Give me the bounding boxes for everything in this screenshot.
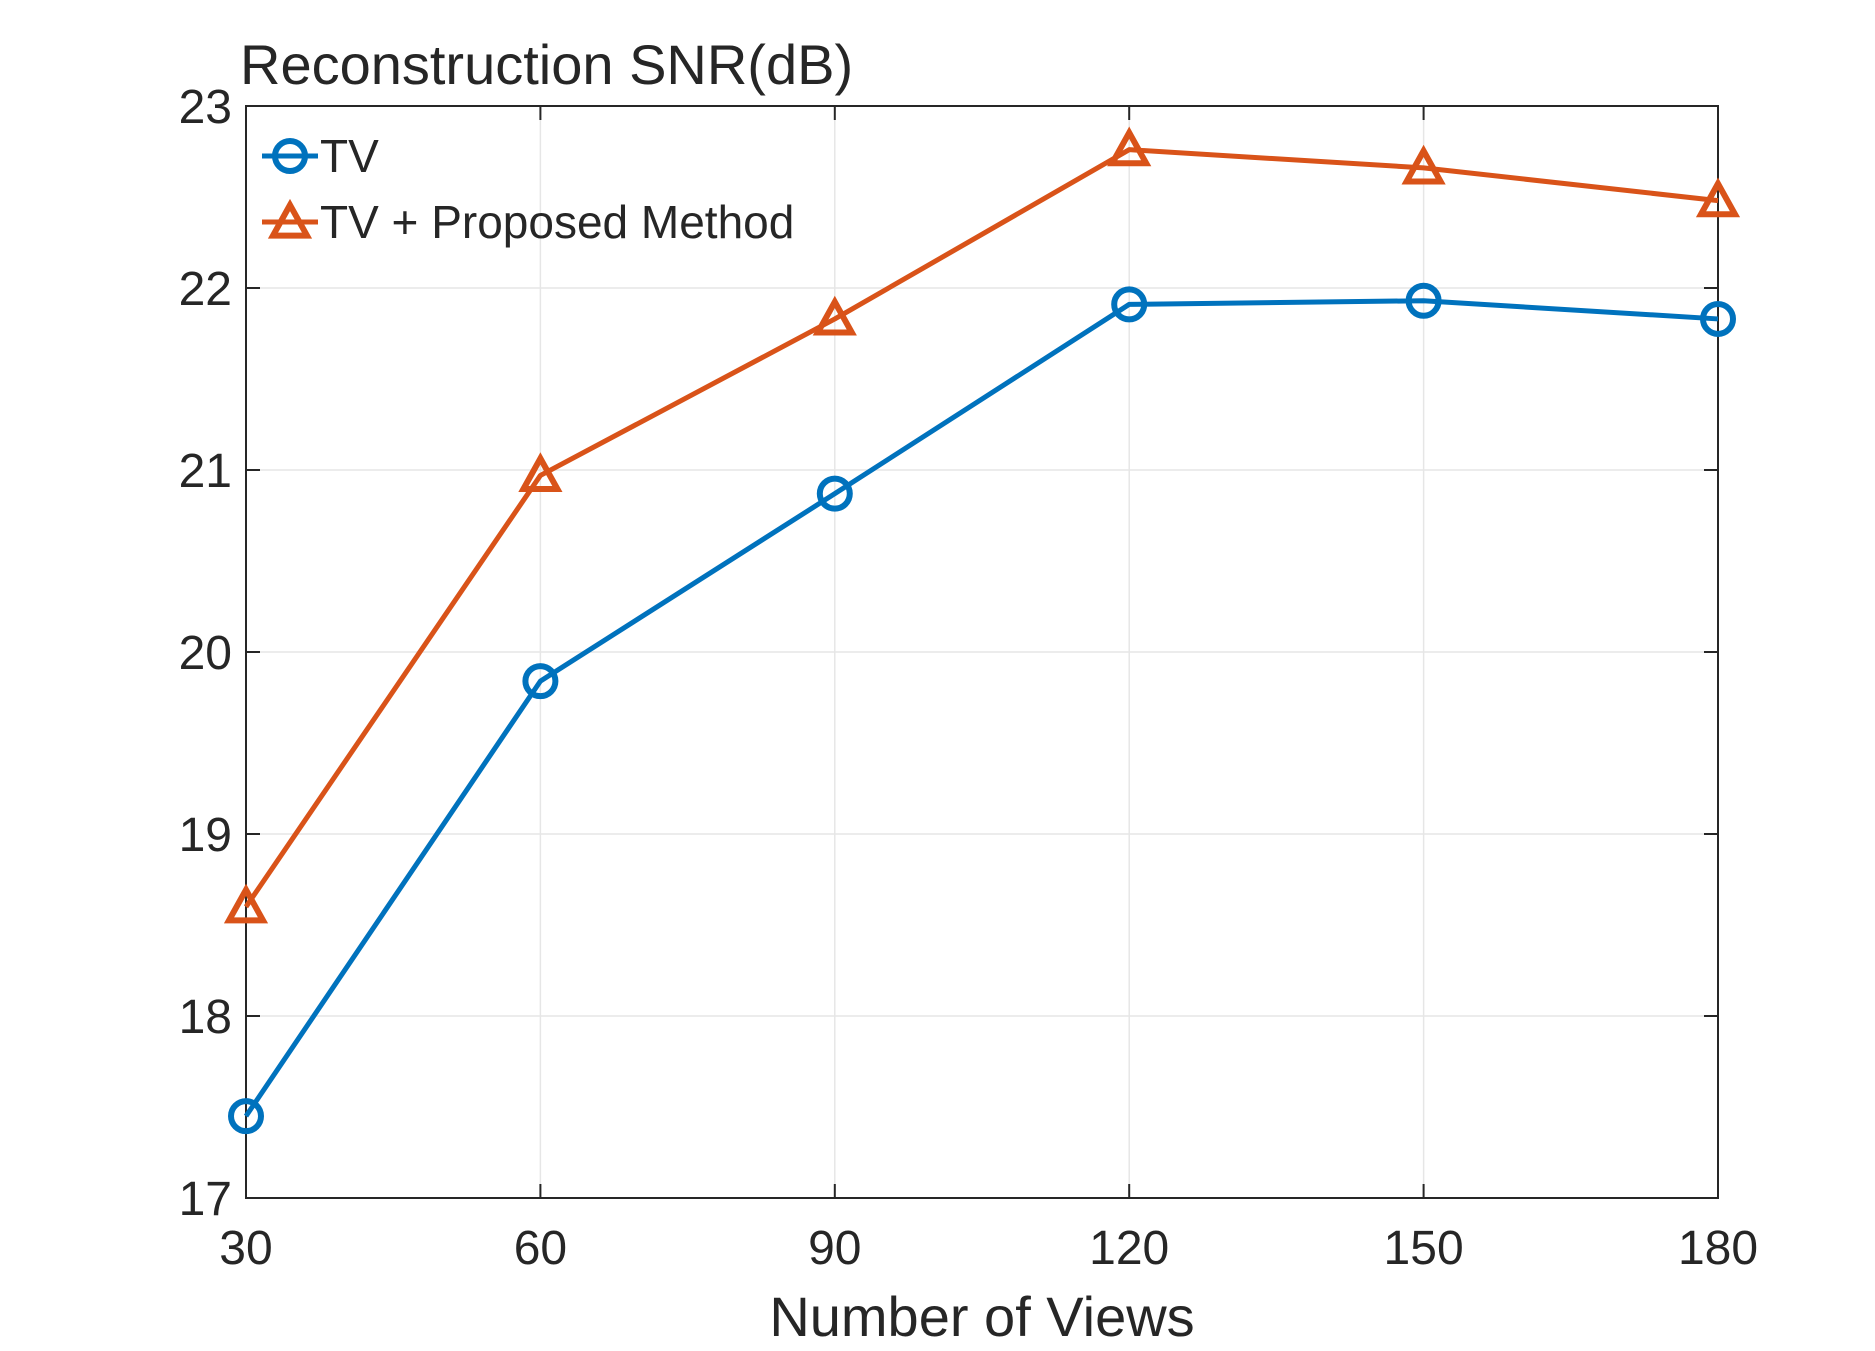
x-tick-label: 120 (1089, 1222, 1169, 1275)
x-tick-label: 150 (1384, 1222, 1464, 1275)
data-point-tv (522, 663, 559, 700)
data-point-tv-proposed-method (1107, 126, 1152, 167)
y-tick-label: 22 (179, 263, 232, 316)
series (223, 126, 1741, 1135)
data-point-tv (1700, 300, 1736, 337)
y-tick-label: 19 (179, 809, 232, 862)
x-tick-label: 90 (808, 1222, 861, 1275)
legend-marker (272, 138, 308, 174)
series-line-tv (243, 298, 1719, 1118)
data-point-tv-proposed-method (518, 452, 563, 493)
series-line-tv-proposed-method (243, 147, 1719, 909)
x-tick-label: 180 (1678, 1222, 1758, 1275)
y-tick-label: 20 (179, 627, 232, 680)
axis-ticks: 30 60 90 120 150 180 17 18 19 20 21 22 23 (179, 81, 1758, 1275)
legend: TV TV + Proposed Method (262, 130, 794, 248)
y-tick-label: 17 (179, 1173, 232, 1226)
x-axis-title: Number of Views (769, 1285, 1194, 1348)
series-tv (228, 282, 1736, 1135)
y-tick-label: 23 (179, 81, 232, 134)
legend-entry-tv: TV (262, 130, 379, 182)
data-point-tv-proposed-method (223, 883, 269, 924)
legend-label-tv-proposed: TV + Proposed Method (320, 196, 794, 248)
data-point-tv (1111, 286, 1148, 323)
x-tick-label: 60 (514, 1222, 567, 1275)
data-point-tv (1405, 282, 1442, 319)
legend-symbol-tv (262, 138, 318, 174)
y-tick-label: 21 (179, 445, 232, 498)
data-point-tv (816, 475, 853, 512)
legend-entry-tv-proposed: TV + Proposed Method (262, 196, 794, 248)
data-point-tv-proposed-method (812, 295, 857, 336)
data-point-tv (228, 1098, 264, 1135)
legend-marker (267, 198, 313, 239)
y-tick-label: 18 (179, 991, 232, 1044)
data-point-tv-proposed-method (1401, 144, 1446, 185)
data-point-tv-proposed-method (1695, 177, 1741, 218)
grid (245, 105, 1719, 1199)
chart-title: Reconstruction SNR(dB) (240, 33, 853, 96)
x-tick-label: 30 (219, 1222, 272, 1275)
series-tv-proposed-method (223, 126, 1741, 924)
legend-symbol-tv-proposed (262, 198, 318, 239)
legend-label-tv: TV (320, 130, 379, 182)
